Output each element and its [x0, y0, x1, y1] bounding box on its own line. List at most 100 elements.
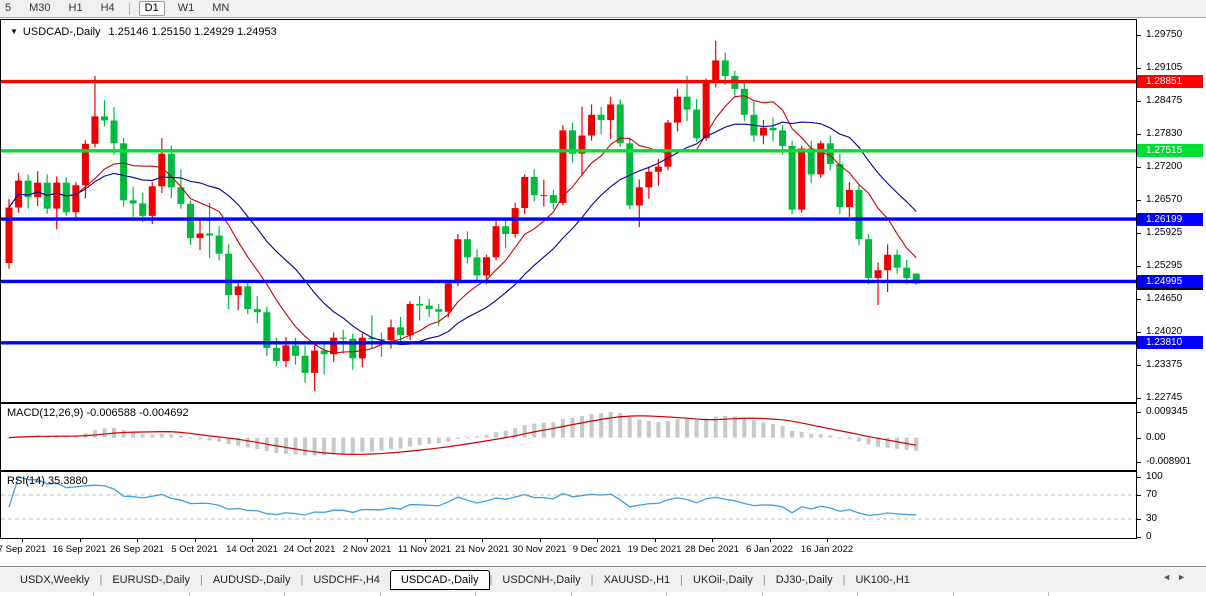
timeframe-button-5[interactable]: 5 [5, 2, 12, 14]
date-label: 30 Nov 2021 [512, 544, 567, 555]
rsi-tick-label: 100 [1146, 471, 1163, 482]
timeframe-button-w1[interactable]: W1 [177, 2, 195, 14]
tab-usdcad-daily[interactable]: USDCAD-,Daily [389, 569, 490, 590]
level-badge: 1.26199 [1137, 212, 1203, 226]
macd-label: MACD(12,26,9) -0.006588 -0.004692 [7, 407, 189, 419]
price-tick-label: 1.26570 [1146, 193, 1183, 205]
status-divider [570, 592, 572, 596]
rsi-tick-label: 0 [1146, 531, 1152, 542]
date-tick-mark [539, 539, 541, 542]
tab-separator: | [680, 573, 683, 586]
date-axis[interactable]: 7 Sep 2021 16 Sep 2021 26 Sep 2021 5 Oct 20… [0, 539, 1137, 565]
date-label: 14 Oct 2021 [226, 544, 278, 555]
status-divider [1048, 592, 1049, 596]
level-badge: 1.23810 [1137, 336, 1203, 350]
date-tick-mark [712, 539, 713, 542]
date-tick-mark [654, 539, 656, 542]
tab-usdchf-h4[interactable]: USDCHF-,H4 [313, 573, 380, 586]
tab-eurusd-daily[interactable]: EURUSD-,Daily [112, 573, 190, 586]
timeframe-button-h1[interactable]: H1 [68, 2, 83, 14]
date-tick-mark [137, 539, 138, 542]
timeframe-button-d1[interactable]: D1 [138, 1, 165, 16]
date-tick-mark [252, 539, 253, 542]
axis-tick-mark [1137, 437, 1141, 439]
price-tick-label: 1.23375 [1146, 359, 1183, 371]
status-divider [475, 592, 476, 596]
macd-chart[interactable] [1, 404, 1136, 470]
timeframe-button-m30[interactable]: M30 [29, 2, 51, 14]
axis-tick-mark [1137, 331, 1141, 333]
axis-tick-mark [1137, 265, 1141, 267]
axis-tick-mark [1137, 68, 1141, 70]
symbol-dropdown-icon[interactable]: ▼ [10, 27, 18, 36]
timeframe-buttons: 5 M30 H1 H4 D1 W1 MN [0, 0, 238, 17]
rsi-pane[interactable]: RSI(14) 35.3880 [0, 471, 1137, 539]
rsi-chart[interactable] [1, 472, 1136, 538]
price-tick-label: 1.27830 [1146, 128, 1183, 140]
tab-dj30-daily[interactable]: DJ30-,Daily [775, 573, 833, 586]
date-label: 6 Jan 2022 [745, 544, 793, 555]
macd-tick-label: 0.009345 [1146, 406, 1188, 417]
chart-symbol-label: USDCAD-,Daily [22, 26, 101, 38]
date-tick-mark [424, 539, 426, 542]
axis-tick-mark [1137, 519, 1141, 520]
price-tick-label: 1.24650 [1146, 293, 1183, 305]
chart-ohlc-values: 1.25146 1.25150 1.24929 1.24953 [108, 26, 277, 38]
macd-tick-label: -0.008901 [1146, 456, 1192, 467]
toolbar-separator [128, 2, 130, 15]
axis-tick-mark [1137, 495, 1141, 496]
date-tick-mark [597, 539, 598, 542]
tab-xauusd-h1[interactable]: XAUUSD-,H1 [603, 573, 671, 586]
tab-scroll-arrows: ◄► [1162, 572, 1192, 582]
price-tick-label: 1.25925 [1146, 227, 1183, 239]
status-divider [857, 592, 858, 596]
tab-separator: | [300, 573, 304, 586]
tab-separator: | [762, 573, 766, 586]
price-tick-label: 1.29750 [1146, 29, 1183, 40]
date-tick-mark [79, 539, 81, 542]
axis-tick-mark [1137, 398, 1141, 399]
date-tick-mark [309, 539, 311, 542]
date-tick-mark [22, 539, 23, 542]
status-divider [284, 592, 285, 596]
axis-tick-mark [1137, 35, 1141, 36]
macd-values: -0.006588 -0.004692 [86, 407, 189, 419]
rsi-name: RSI(14) [7, 475, 45, 487]
tab-scroll-right-icon[interactable]: ► [1177, 572, 1192, 582]
price-chart-pane[interactable]: ▼ USDCAD-,Daily 1.25146 1.25150 1.24929 1.… [0, 19, 1137, 403]
price-tick-label: 1.22745 [1146, 392, 1183, 403]
tab-usdcnh-daily[interactable]: USDCNH-,Daily [502, 573, 581, 586]
macd-pane[interactable]: MACD(12,26,9) -0.006588 -0.004692 [0, 403, 1137, 471]
date-label: 28 Dec 2021 [685, 544, 739, 555]
date-label: 16 Jan 2022 [800, 544, 854, 555]
axis-tick-mark [1137, 167, 1141, 169]
tab-scroll-left-icon[interactable]: ◄ [1162, 572, 1178, 582]
tab-ukoil-daily[interactable]: UKOil-,Daily [693, 573, 753, 586]
date-label: 26 Sep 2021 [110, 544, 164, 555]
chart-title: ▼ USDCAD-,Daily 1.25146 1.25150 1.24929 1.… [10, 26, 277, 38]
axis-tick-mark [1137, 462, 1141, 463]
tab-uk100-h1[interactable]: UK100-,H1 [855, 573, 910, 586]
date-tick-mark [194, 539, 196, 542]
chart-tab-bar: USDX,Weekly | EURUSD-,Daily | AUDUSD-,Daily |… [0, 566, 1206, 592]
axis-tick-mark [1137, 101, 1141, 103]
timeframe-button-mn[interactable]: MN [212, 2, 230, 14]
timeframe-button-h4[interactable]: H4 [100, 2, 115, 14]
axis-tick-mark [1137, 233, 1141, 235]
axis-tick-mark [1137, 134, 1141, 136]
date-label: 19 Dec 2021 [627, 544, 682, 555]
tab-usdx-weekly[interactable]: USDX,Weekly [20, 573, 90, 586]
status-divider [188, 592, 190, 596]
candlestick-chart[interactable] [1, 20, 1136, 402]
price-axis[interactable]: 1.29750 1.29105 1.28475 1.27830 1.27200 1.265… [1137, 19, 1206, 542]
axis-tick-mark [1137, 199, 1141, 201]
axis-tick-mark [1137, 477, 1141, 478]
axis-tick-mark [1137, 412, 1141, 413]
tab-separator: | [489, 573, 493, 586]
level-badge: 1.27515 [1137, 144, 1203, 158]
tab-audusd-daily[interactable]: AUDUSD-,Daily [212, 573, 291, 586]
price-tick-label: 1.24020 [1146, 325, 1183, 337]
date-tick-mark [769, 539, 771, 542]
tab-separator: | [842, 573, 846, 586]
tab-separator: | [590, 573, 594, 586]
